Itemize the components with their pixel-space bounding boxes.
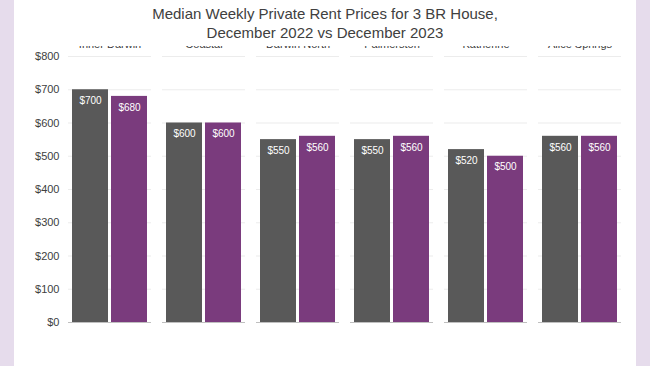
svg-text:$200: $200 <box>35 250 59 262</box>
svg-text:Katherine: Katherine <box>462 46 509 50</box>
svg-text:$0: $0 <box>47 316 59 328</box>
svg-text:$700: $700 <box>79 95 102 106</box>
svg-text:$600: $600 <box>212 128 235 139</box>
svg-text:Palmerston: Palmerston <box>364 46 420 50</box>
svg-text:$100: $100 <box>35 283 59 295</box>
svg-text:$520: $520 <box>455 155 478 166</box>
svg-text:$560: $560 <box>400 142 423 153</box>
svg-text:$600: $600 <box>35 117 59 129</box>
svg-text:$560: $560 <box>306 142 329 153</box>
svg-text:$700: $700 <box>35 83 59 95</box>
svg-text:Alice Springs: Alice Springs <box>548 46 613 50</box>
svg-text:$300: $300 <box>35 216 59 228</box>
svg-text:$500: $500 <box>494 161 517 172</box>
svg-text:Darwin NorthCoastal: Darwin NorthCoastal <box>172 46 236 50</box>
svg-text:$550: $550 <box>267 145 290 156</box>
svg-text:$500: $500 <box>35 150 59 162</box>
svg-text:$800: $800 <box>35 50 59 62</box>
svg-text:Inner Darwin: Inner Darwin <box>79 46 141 50</box>
svg-text:$550: $550 <box>361 145 384 156</box>
html-text:Median Weekly Private Rent Pri: Median Weekly Private Rent Prices for 3 … <box>152 5 498 41</box>
svg-text:$680: $680 <box>118 102 141 113</box>
svg-text:$560: $560 <box>549 142 572 153</box>
svg-text:$400: $400 <box>35 183 59 195</box>
svg-text:$560: $560 <box>588 142 611 153</box>
svg-text:Darwin North: Darwin North <box>266 46 330 50</box>
svg-text:$600: $600 <box>173 128 196 139</box>
